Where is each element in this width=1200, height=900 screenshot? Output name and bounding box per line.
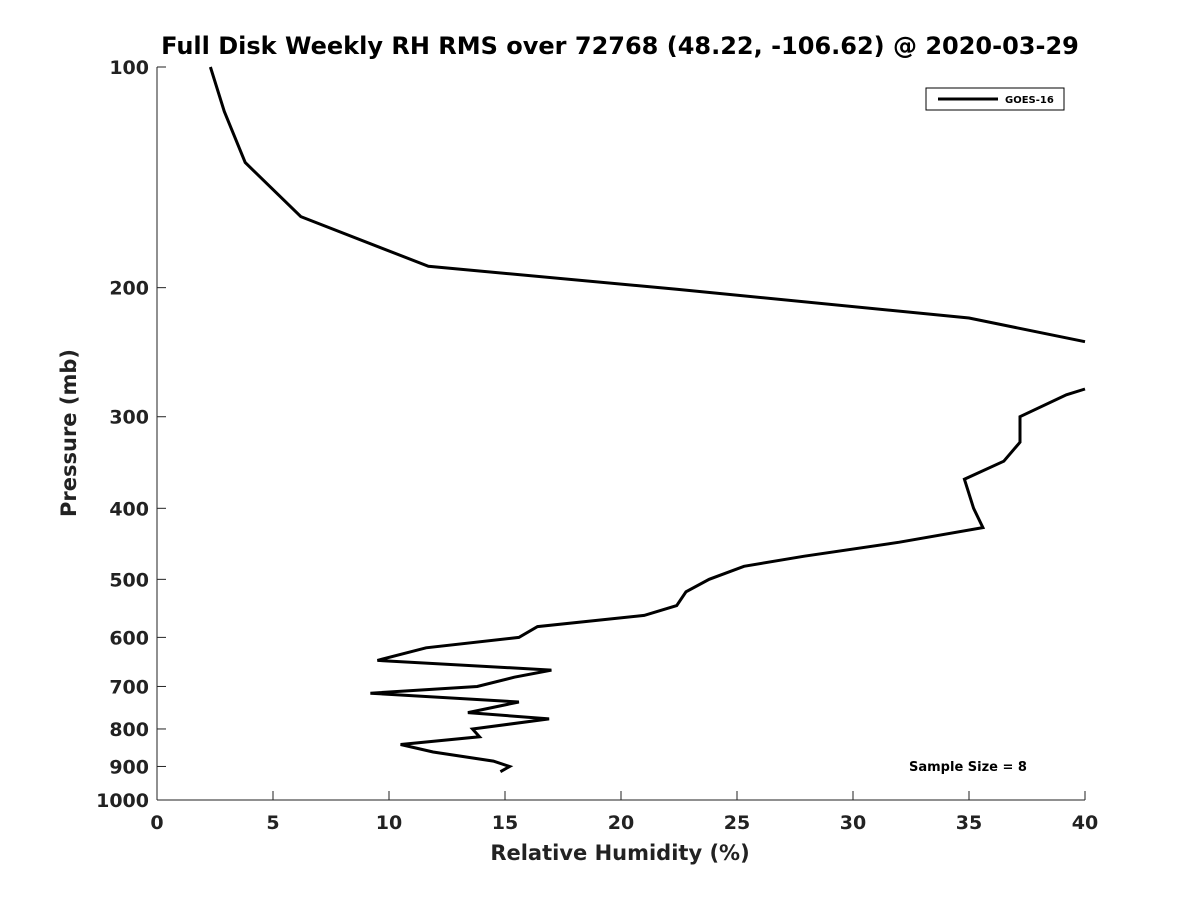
x-tick-label: 10	[376, 812, 402, 834]
ticks: 0 5 10 15 20 25 30 35 40 100 200 300 400 500 600 700 800…	[96, 57, 1098, 834]
x-tick-label: 15	[492, 812, 518, 834]
x-tick-label: 35	[956, 812, 982, 834]
y-tick-label: 400	[109, 498, 149, 520]
y-tick-label: 700	[109, 676, 149, 698]
series-lines	[208, 66, 1086, 774]
y-tick-label: 900	[109, 756, 149, 778]
y-tick-label: 300	[109, 407, 149, 429]
sample-size-annotation: Sample Size = 8	[909, 760, 1027, 775]
x-tick-label: 0	[150, 812, 163, 834]
x-axis-label: Relative Humidity (%)	[490, 841, 749, 865]
x-tick-label: 5	[266, 812, 279, 834]
y-tick-label: 500	[109, 569, 149, 591]
x-tick-label: 25	[724, 812, 750, 834]
y-tick-label: 600	[109, 627, 149, 649]
legend: GOES-16	[925, 87, 1065, 111]
x-tick-label: 40	[1072, 812, 1098, 834]
y-tick-label: 100	[109, 57, 149, 79]
x-tick-label: 30	[840, 812, 866, 834]
x-tick-label: 20	[608, 812, 634, 834]
y-axis-label: Pressure (mb)	[57, 349, 81, 517]
y-tick-label: 200	[109, 278, 149, 300]
y-tick-label: 800	[109, 719, 149, 741]
series-line-goes-16-segment-1	[208, 66, 1086, 344]
chart-title: Full Disk Weekly RH RMS over 72768 (48.2…	[161, 32, 1079, 60]
axes	[156, 67, 1085, 801]
y-tick-label: 1000	[96, 790, 149, 812]
series-line-goes-16-segment-2	[370, 387, 1086, 774]
legend-entry-goes-16: GOES-16	[1005, 95, 1054, 106]
